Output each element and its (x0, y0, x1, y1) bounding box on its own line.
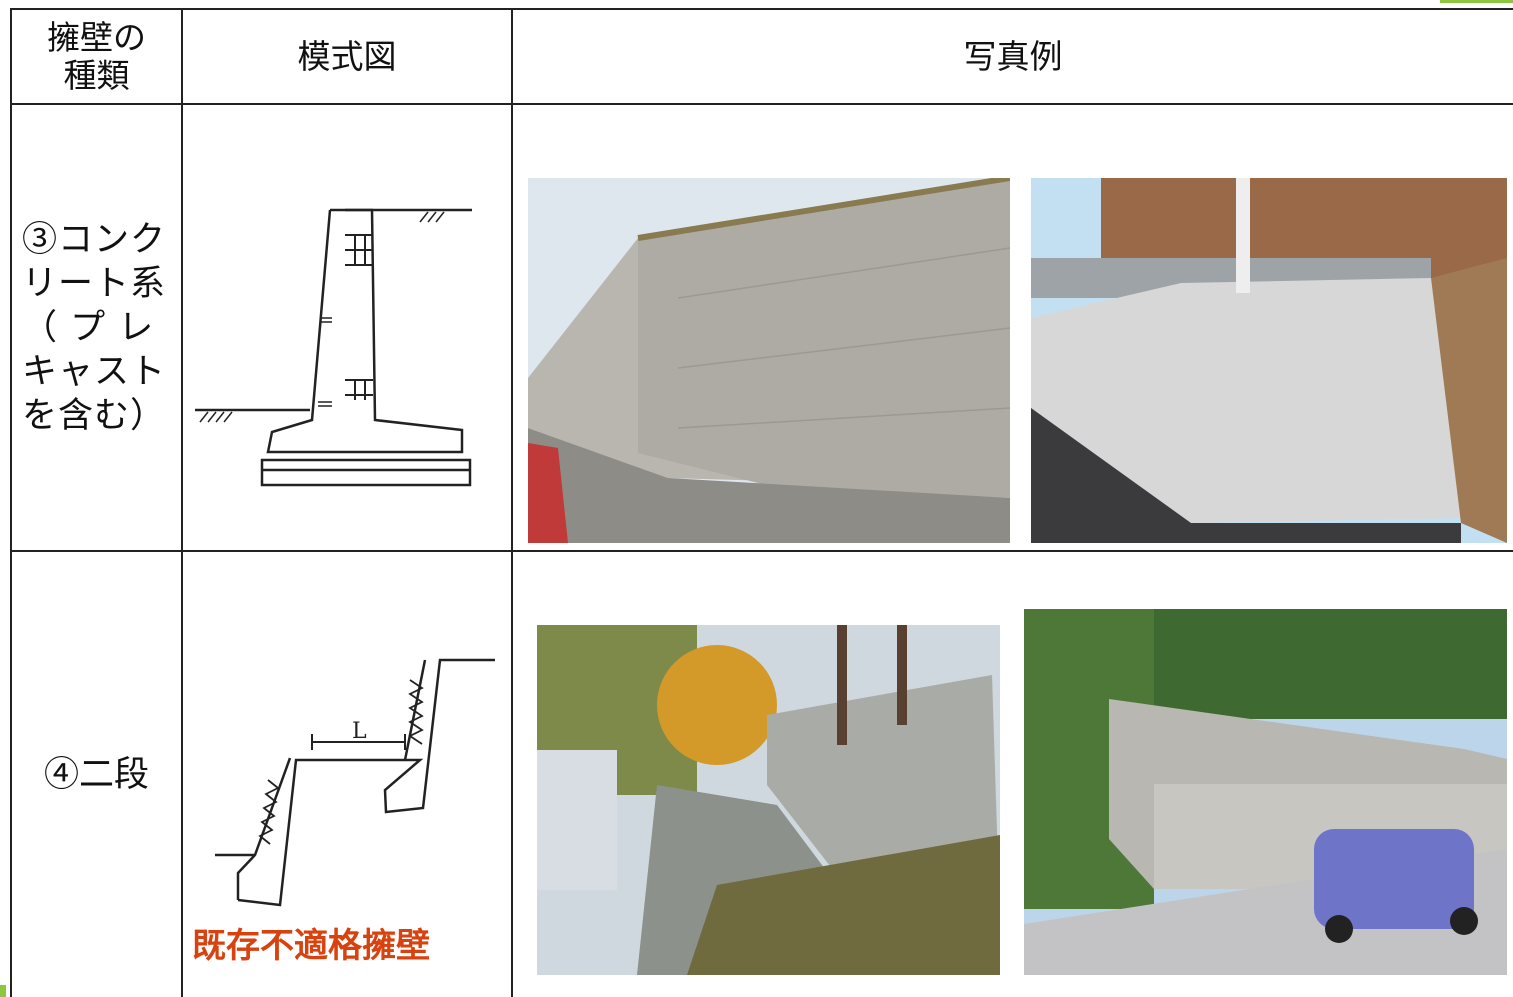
header-cell: 写真例 (513, 10, 1513, 103)
wall-diagram (195, 208, 472, 487)
status-label: 既存不適格擁壁 (192, 926, 430, 966)
category-text: ④二段 (43, 754, 149, 795)
table-border (10, 550, 1513, 552)
category-text: リート系 (22, 263, 167, 304)
wall-diagram: L (215, 658, 495, 907)
category-text: を含む） (22, 395, 167, 436)
table-border (181, 8, 183, 997)
photo (537, 625, 1000, 975)
category-text: （ プ レ (22, 307, 155, 348)
category-text: ③コンク (22, 219, 167, 260)
header-text: 写真例 (963, 36, 1063, 76)
header-text: 模式図 (297, 36, 397, 76)
photo (528, 178, 1010, 543)
table-border (10, 8, 12, 997)
photo (1024, 609, 1507, 975)
category-cell: ③コンク リート系 （ プ レ キャスト を含む） (12, 105, 181, 550)
header-cell: 擁壁の 種類 (12, 10, 181, 103)
header-text: 種類 (63, 55, 130, 95)
photo (1031, 178, 1507, 543)
table-border (511, 8, 513, 997)
header-text: 擁壁の (47, 17, 146, 57)
table-border (10, 8, 1513, 10)
category-text: キャスト (22, 351, 167, 392)
header-cell: 模式図 (183, 10, 511, 103)
accent-bar (1440, 0, 1513, 3)
table-border (10, 103, 1513, 105)
category-cell: ④二段 (12, 552, 181, 997)
diagram-label: L (352, 719, 367, 744)
accent-bar (0, 985, 6, 997)
